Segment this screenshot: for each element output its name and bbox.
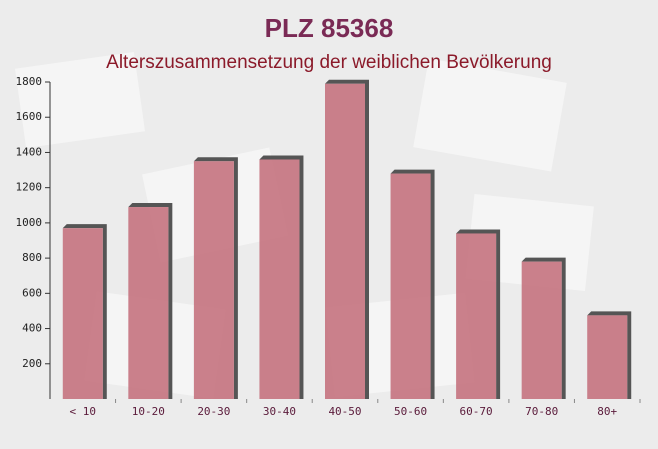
x-tick-label: 30-40 [263, 405, 296, 418]
y-tick-label: 1000 [16, 216, 43, 229]
x-tick-label: 70-80 [525, 405, 558, 418]
x-tick-label: 80+ [597, 405, 617, 418]
x-tick-label: 50-60 [394, 405, 427, 418]
y-tick-label: 200 [22, 357, 42, 370]
y-tick-label: 1200 [16, 181, 43, 194]
x-tick-label: 10-20 [132, 405, 165, 418]
bar [390, 173, 431, 399]
y-tick-label: 800 [22, 251, 42, 264]
bar [62, 228, 103, 399]
bar [325, 83, 365, 399]
y-tick-label: 1800 [16, 75, 43, 88]
y-tick-label: 1600 [16, 110, 43, 123]
bar [259, 159, 300, 399]
x-tick-label: 40-50 [328, 405, 361, 418]
bar [128, 207, 169, 399]
bar [456, 233, 497, 399]
y-tick-label: 600 [22, 286, 42, 299]
chart-subtitle: Alterszusammensetzung der weiblichen Bev… [106, 52, 552, 73]
x-tick-label: 20-30 [197, 405, 230, 418]
x-tick-label: 60-70 [460, 405, 493, 418]
bar [521, 261, 562, 399]
y-tick-label: 1400 [16, 145, 43, 158]
bar [193, 161, 234, 399]
y-tick-label: 400 [22, 322, 42, 335]
chart-title: PLZ 85368 [265, 13, 394, 43]
bar [587, 315, 628, 399]
x-tick-label: < 10 [70, 405, 97, 418]
